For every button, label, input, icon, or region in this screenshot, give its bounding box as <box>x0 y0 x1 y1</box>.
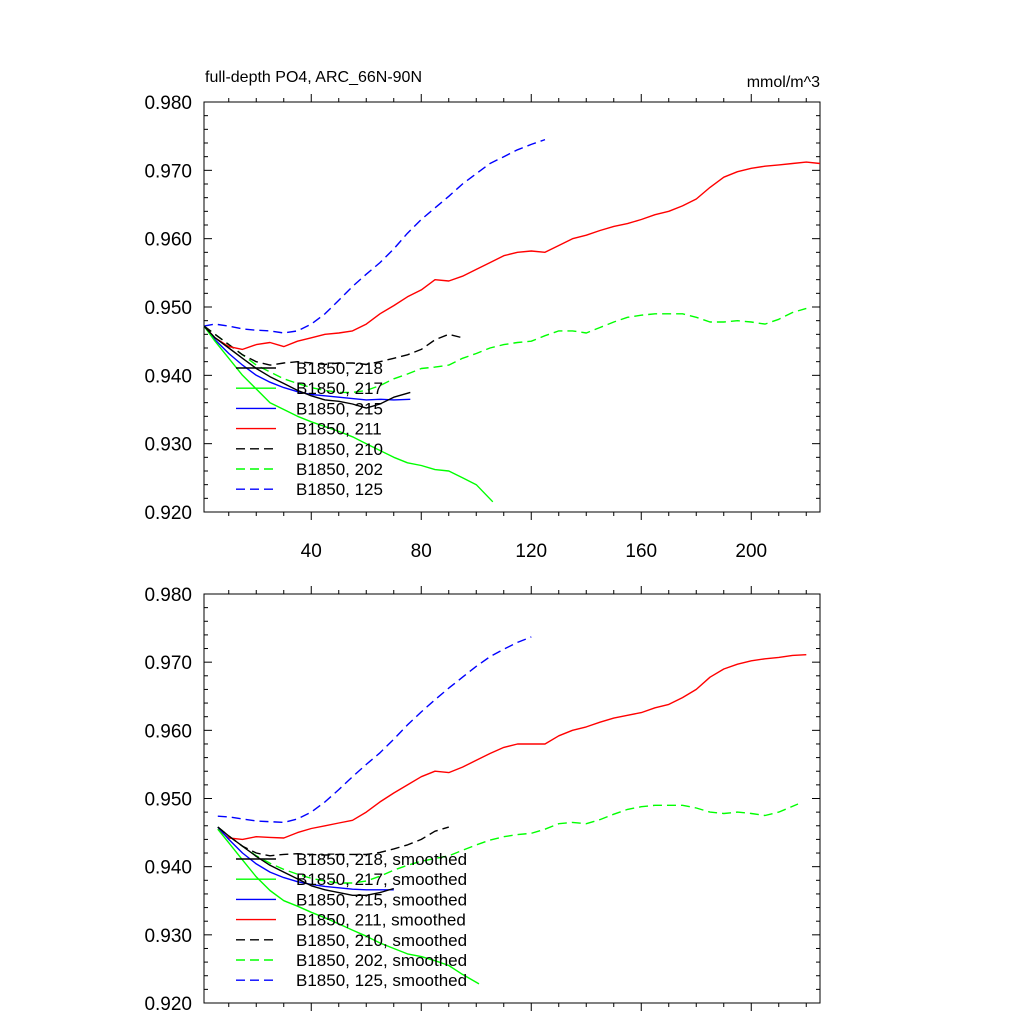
legend-label: B1850, 125 <box>296 480 383 499</box>
y-tick-label: 0.920 <box>144 503 192 524</box>
x-tick-label: 200 <box>735 541 767 562</box>
y-tick-label: 0.980 <box>144 585 192 606</box>
legend-label: B1850, 202, smoothed <box>296 951 467 970</box>
legend-label: B1850, 218, smoothed <box>296 850 467 869</box>
y-tick-label: 0.970 <box>144 653 192 674</box>
series-line <box>217 636 532 824</box>
series-line <box>203 325 494 503</box>
y-tick-label: 0.940 <box>144 858 192 879</box>
bottom-panel: 0.920 0.930 0.940 0.950 0.960 0.970 0.980 B1850… <box>144 585 821 1015</box>
series-group <box>203 138 821 503</box>
legend-label: B1850, 215 <box>296 399 383 418</box>
legend-label: B1850, 211 <box>296 420 382 439</box>
y-tick-label: 0.950 <box>144 298 192 319</box>
series-line <box>217 826 394 896</box>
x-tick-label: 160 <box>625 541 657 562</box>
legend-label: B1850, 217, smoothed <box>296 870 467 889</box>
legend-label: B1850, 215, smoothed <box>296 890 467 909</box>
y-tick-label: 0.960 <box>144 230 192 251</box>
top-panel: 0.920 0.930 0.940 0.950 0.960 0.970 0.980 40 80 1… <box>144 93 821 562</box>
series-line <box>203 161 821 351</box>
y-tick-label: 0.930 <box>144 926 192 947</box>
y-tick-label: 0.930 <box>144 435 192 456</box>
legend-label: B1850, 210 <box>296 440 383 459</box>
series-line <box>217 654 807 841</box>
y-tick-label: 0.960 <box>144 721 192 742</box>
series-line <box>217 826 449 857</box>
legend-label: B1850, 218 <box>296 359 383 378</box>
y-tick-label: 0.980 <box>144 93 192 114</box>
legend-label: B1850, 125, smoothed <box>296 971 467 990</box>
y-tick-label: 0.970 <box>144 161 192 182</box>
legend-label: B1850, 202 <box>296 460 383 479</box>
y-tick-label: 0.940 <box>144 366 192 387</box>
x-tick-label: 40 <box>301 541 322 562</box>
y-tick-label: 0.920 <box>144 994 192 1015</box>
x-tick-label: 120 <box>515 541 547 562</box>
legend-label: B1850, 210, smoothed <box>296 931 467 950</box>
series-line <box>217 803 799 884</box>
series-line <box>203 307 807 394</box>
series-line <box>203 325 411 409</box>
units-label: mmol/m^3 <box>747 74 820 91</box>
legend-label: B1850, 217 <box>296 379 383 398</box>
legend-label: B1850, 211, smoothed <box>296 911 466 930</box>
chart-title: full-depth PO4, ARC_66N-90N <box>205 69 422 86</box>
series-line <box>203 325 463 366</box>
y-tick-label: 0.950 <box>144 790 192 811</box>
series-line <box>203 138 546 334</box>
x-tick-label: 80 <box>411 541 432 562</box>
series-group <box>217 636 807 985</box>
